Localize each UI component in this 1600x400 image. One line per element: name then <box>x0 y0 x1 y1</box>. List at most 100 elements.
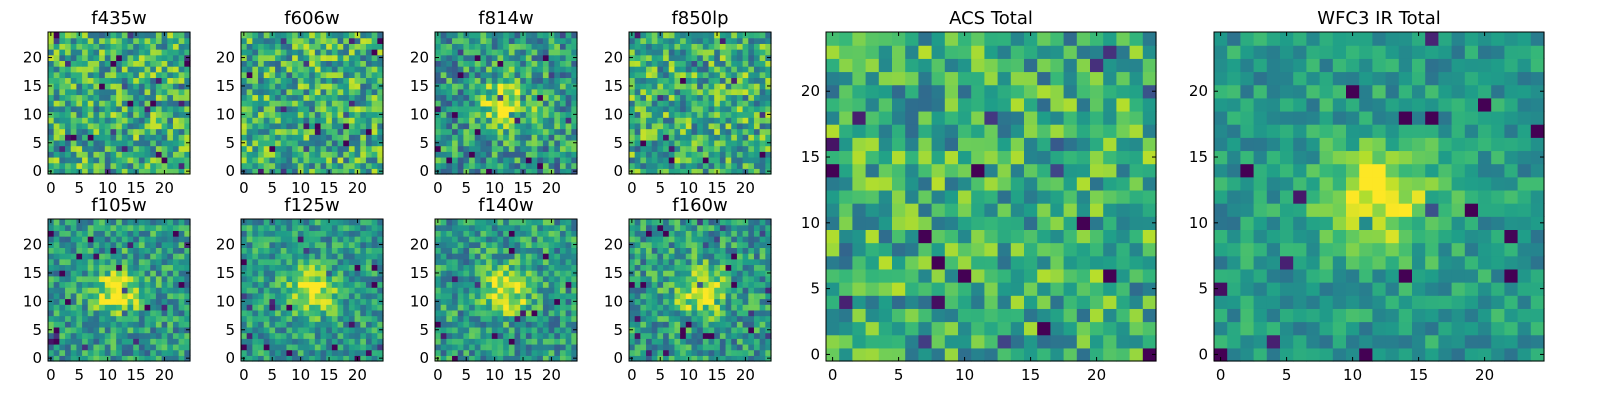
heatmap-cell <box>360 156 367 164</box>
heatmap-cell <box>503 128 510 135</box>
heatmap-cell <box>457 32 464 39</box>
heatmap-cell <box>337 49 344 56</box>
heatmap-cell <box>571 43 578 50</box>
heatmap-cell <box>263 270 270 277</box>
heatmap-cell <box>258 258 265 266</box>
heatmap-cell <box>742 287 749 294</box>
heatmap-cell <box>87 60 95 67</box>
heatmap-cell <box>110 134 117 141</box>
heatmap-cell <box>76 105 83 113</box>
heatmap-cell <box>629 332 636 339</box>
heatmap-cell <box>440 151 447 158</box>
heatmap-cell <box>258 247 265 254</box>
heatmap-cell <box>674 292 681 300</box>
heatmap-cell <box>525 247 533 254</box>
heatmap-cell <box>542 105 550 113</box>
heatmap-cell <box>275 332 282 339</box>
heatmap-cell <box>719 139 727 147</box>
heatmap-cell <box>554 230 561 237</box>
heatmap-cell <box>172 264 180 271</box>
heatmap-cell <box>82 309 89 317</box>
heatmap-cell <box>348 298 356 305</box>
heatmap-cell <box>320 134 327 141</box>
panel-title: f850lp <box>671 8 728 29</box>
heatmap-cell <box>685 88 693 96</box>
heatmap-cell <box>446 88 453 96</box>
heatmap-cell <box>155 105 163 113</box>
heatmap-cell <box>87 315 95 322</box>
heatmap-cell <box>320 224 327 231</box>
heatmap-cell <box>326 156 333 164</box>
heatmap-cell <box>486 134 493 141</box>
heatmap-cell <box>360 139 367 147</box>
heatmap-cell <box>571 287 578 294</box>
heatmap-cell <box>252 151 259 158</box>
heatmap-cell <box>53 139 60 147</box>
x-tick-label: 20 <box>348 179 367 197</box>
heatmap-cell <box>155 71 163 79</box>
heatmap-cell <box>144 247 151 254</box>
heatmap-cell <box>640 281 647 288</box>
axes-frame <box>47 218 191 362</box>
heatmap-cell <box>486 139 493 147</box>
heatmap-cell <box>320 43 327 50</box>
heatmap-cell <box>548 258 555 266</box>
heatmap-cell <box>531 236 538 243</box>
heatmap-cell <box>269 151 276 158</box>
heatmap-cell <box>337 287 344 294</box>
heatmap-cell <box>491 343 499 351</box>
heatmap-cell <box>446 105 453 113</box>
heatmap-cell <box>104 139 112 147</box>
heatmap-cell <box>457 304 464 311</box>
heatmap-cell <box>292 224 299 231</box>
heatmap-cell <box>252 66 259 73</box>
heatmap-cell <box>172 309 180 317</box>
heatmap-cell <box>759 281 766 288</box>
heatmap-cell <box>435 145 442 152</box>
heatmap-cell <box>184 247 191 254</box>
heatmap-cell <box>297 111 305 118</box>
heatmap-cell <box>531 298 538 305</box>
heatmap-cell <box>765 321 772 328</box>
heatmap-cell <box>525 349 533 356</box>
heatmap-cell <box>70 77 77 84</box>
heatmap-cell <box>731 83 738 90</box>
heatmap-cell <box>172 326 180 334</box>
heatmap-cell <box>480 54 487 61</box>
heatmap-cell <box>172 241 180 248</box>
heatmap-cell <box>486 309 493 317</box>
heatmap-cell <box>59 326 66 334</box>
heatmap-cell <box>559 343 567 351</box>
heatmap-cell <box>685 349 693 356</box>
heatmap-cell <box>65 117 72 124</box>
heatmap-cell <box>326 117 333 124</box>
heatmap-cell <box>138 117 146 124</box>
heatmap-cell <box>571 275 578 283</box>
heatmap-cell <box>629 134 636 141</box>
heatmap-cell <box>292 355 299 362</box>
heatmap-cell <box>127 60 134 67</box>
heatmap-cell <box>742 83 749 90</box>
heatmap-cell <box>514 258 521 266</box>
heatmap-cell <box>252 343 259 351</box>
heatmap-cell <box>365 134 373 141</box>
heatmap-cell <box>491 332 499 339</box>
heatmap-cell <box>343 117 350 124</box>
heatmap-cell <box>263 219 270 226</box>
heatmap-cell <box>446 43 453 50</box>
heatmap-cell <box>172 117 180 124</box>
heatmap-cell <box>702 88 710 96</box>
heatmap-cell <box>520 298 527 305</box>
y-tick-label: 10 <box>410 105 429 123</box>
heatmap-cell <box>82 281 89 288</box>
heatmap-cell <box>446 151 453 158</box>
heatmap-cell <box>150 355 157 362</box>
heatmap-cell <box>138 343 146 351</box>
heatmap-cell <box>765 349 772 356</box>
heatmap-cell <box>269 111 276 118</box>
heatmap-cell <box>525 37 533 44</box>
heatmap-cell <box>708 343 715 351</box>
heatmap-cell <box>309 332 316 339</box>
heatmap-cell <box>161 304 168 311</box>
